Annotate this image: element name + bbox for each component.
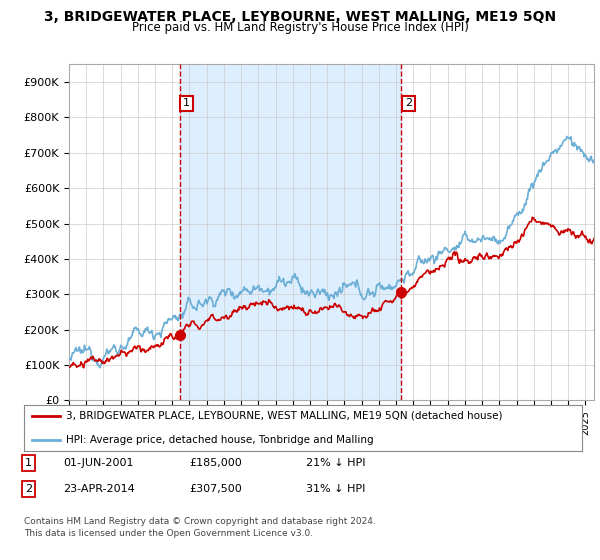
Text: 23-APR-2014: 23-APR-2014 [63, 484, 135, 494]
Text: Contains HM Land Registry data © Crown copyright and database right 2024.: Contains HM Land Registry data © Crown c… [24, 517, 376, 526]
Text: 2: 2 [25, 484, 32, 494]
Text: HPI: Average price, detached house, Tonbridge and Malling: HPI: Average price, detached house, Tonb… [66, 435, 373, 445]
Text: 1: 1 [25, 458, 32, 468]
Text: This data is licensed under the Open Government Licence v3.0.: This data is licensed under the Open Gov… [24, 529, 313, 538]
Bar [179, 64, 401, 400]
Text: 3, BRIDGEWATER PLACE, LEYBOURNE, WEST MALLING, ME19 5QN (detached house): 3, BRIDGEWATER PLACE, LEYBOURNE, WEST MA… [66, 411, 502, 421]
Text: 31% ↓ HPI: 31% ↓ HPI [306, 484, 365, 494]
Text: 2: 2 [405, 99, 412, 108]
Text: 1: 1 [183, 99, 190, 108]
Text: 3, BRIDGEWATER PLACE, LEYBOURNE, WEST MALLING, ME19 5QN: 3, BRIDGEWATER PLACE, LEYBOURNE, WEST MA… [44, 10, 556, 24]
Text: £307,500: £307,500 [189, 484, 242, 494]
Text: 01-JUN-2001: 01-JUN-2001 [63, 458, 133, 468]
Text: Price paid vs. HM Land Registry's House Price Index (HPI): Price paid vs. HM Land Registry's House … [131, 21, 469, 34]
Text: 21% ↓ HPI: 21% ↓ HPI [306, 458, 365, 468]
Text: £185,000: £185,000 [189, 458, 242, 468]
